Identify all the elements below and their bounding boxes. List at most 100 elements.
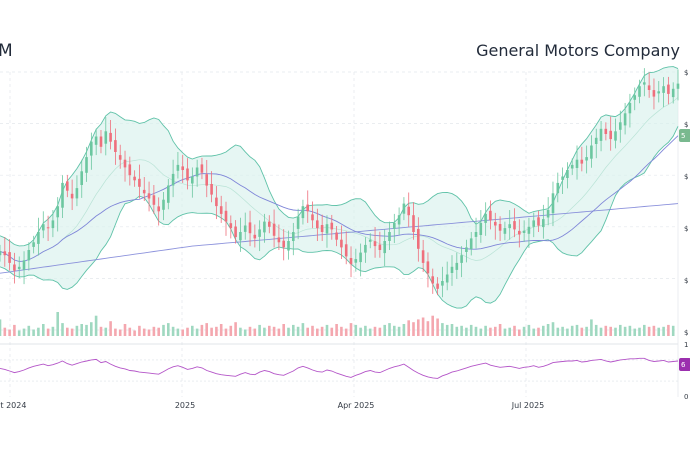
volume-bar — [330, 327, 334, 336]
volume-bar — [561, 326, 564, 336]
candle-body — [489, 210, 492, 221]
volume-bar — [494, 326, 497, 336]
candle-body — [37, 232, 40, 244]
candle-body — [469, 238, 473, 249]
candle-body — [455, 262, 459, 270]
candle-body — [421, 250, 425, 263]
volume-bar — [647, 326, 651, 336]
volume-bar — [263, 327, 266, 336]
price-axis-label: $ — [684, 329, 688, 337]
volume-bar — [118, 329, 122, 336]
candle-body — [542, 219, 545, 228]
candle-body — [590, 145, 593, 159]
price-axis-label: $ — [684, 69, 688, 77]
volume-bar — [277, 328, 281, 336]
ticker-symbol: M — [0, 41, 13, 61]
volume-bar — [301, 323, 305, 336]
volume-bar — [94, 315, 98, 336]
volume-bar — [667, 324, 670, 336]
candle-body — [436, 283, 439, 289]
candle-body — [503, 228, 507, 234]
volume-bar — [412, 322, 415, 336]
candle-body — [138, 178, 141, 187]
candle-body — [368, 239, 372, 242]
candle-body — [407, 206, 410, 216]
candle-body — [51, 220, 55, 229]
candle-body — [585, 157, 588, 161]
candle-body — [604, 128, 608, 134]
volume-bar — [527, 324, 531, 336]
volume-bar — [570, 325, 574, 336]
candle-body — [349, 258, 353, 265]
volume-bar — [296, 326, 300, 336]
volume-bar — [210, 327, 213, 336]
candle-body — [167, 185, 170, 203]
candle-body — [325, 224, 329, 234]
volume-bar — [99, 326, 103, 336]
volume-bar — [436, 318, 439, 336]
candle-body — [330, 222, 334, 230]
candle-body — [133, 176, 136, 181]
volume-bar — [287, 327, 290, 336]
candle-body — [460, 255, 463, 263]
volume-bar — [503, 328, 507, 336]
candle-body — [561, 176, 564, 180]
volume-bar — [37, 327, 40, 336]
volume-bar — [431, 315, 434, 336]
volume-bar — [167, 323, 170, 336]
candle-body — [527, 226, 531, 234]
candle-body — [195, 167, 199, 177]
candle-body — [104, 131, 108, 144]
volume-bar — [195, 328, 199, 336]
candle-body — [498, 224, 502, 231]
x-tick-apr-2025: Apr 2025 — [338, 401, 375, 410]
volume-bar — [479, 328, 483, 336]
volume-bar — [8, 329, 11, 336]
candle-body — [484, 213, 487, 223]
volume-bar — [585, 326, 588, 336]
candle-body — [450, 266, 454, 273]
candle-body — [46, 227, 50, 229]
candle-body — [676, 83, 680, 89]
volume-bar — [652, 325, 656, 336]
candle-body — [162, 199, 165, 210]
volume-bar — [388, 323, 391, 336]
volume-bar — [518, 329, 521, 336]
volume-bar — [445, 324, 449, 336]
candle-body — [532, 220, 535, 227]
candle-body — [13, 264, 16, 271]
candle-body — [243, 225, 247, 232]
candle-body — [628, 103, 632, 114]
candle-body — [316, 220, 319, 229]
price-axis-label: $ — [684, 225, 688, 233]
candle-body — [253, 234, 257, 239]
candle-body — [27, 250, 31, 261]
candle-body — [393, 222, 396, 229]
candle-body — [494, 221, 497, 226]
last-price-badge-text: 5 — [681, 132, 685, 140]
candle-body — [171, 173, 175, 186]
volume-bar — [643, 324, 646, 336]
volume-bar — [133, 330, 136, 336]
volume-bar — [489, 327, 492, 336]
volume-bar — [0, 319, 2, 336]
candle-body — [287, 241, 290, 251]
volume-bar — [215, 326, 218, 336]
bollinger-lower-line — [0, 126, 679, 309]
candle-body — [441, 281, 444, 286]
x-tick-oct-2024: ct 2024 — [0, 401, 26, 410]
candle-body — [546, 210, 550, 218]
volume-bar — [633, 328, 636, 336]
volume-bar — [32, 329, 35, 336]
volume-bar — [176, 328, 180, 336]
volume-bar — [542, 325, 545, 336]
price-axis-label: $ — [684, 121, 688, 129]
candle-body — [657, 91, 660, 94]
candle-body — [426, 261, 430, 274]
candle-body — [445, 274, 449, 283]
volume-bar — [292, 324, 295, 336]
candle-body — [301, 206, 305, 219]
candle-body — [152, 195, 156, 205]
candle-body — [32, 242, 35, 247]
candle-body — [417, 228, 420, 249]
